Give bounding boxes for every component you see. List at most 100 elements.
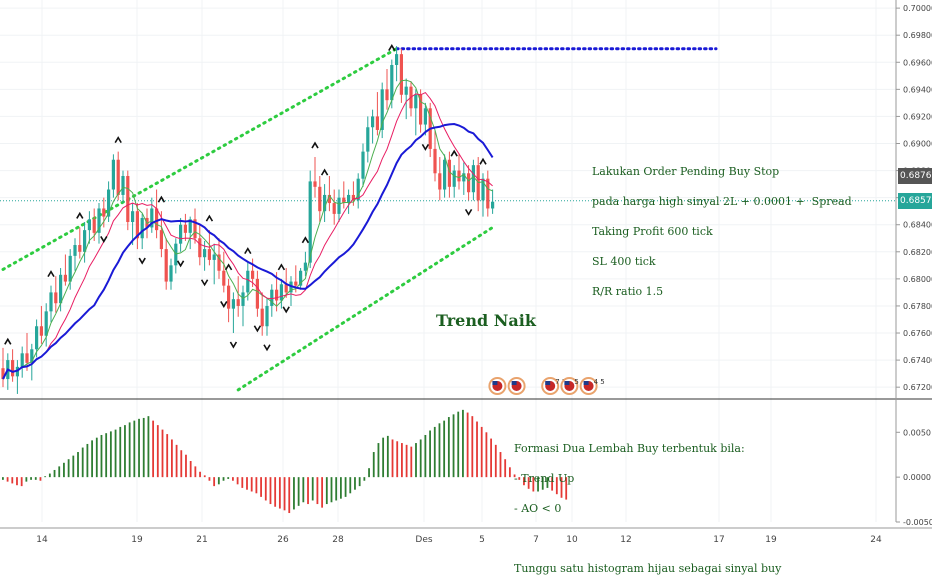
candle-body [87, 219, 91, 231]
economic-events[interactable]: 7 2 354 5 [488, 377, 605, 395]
signal-down-arrow [421, 143, 430, 151]
event-flag-icon[interactable]: 4 5 [579, 377, 605, 395]
candle-body [63, 274, 67, 282]
candle-body [433, 148, 437, 174]
candle [385, 69, 389, 110]
candle [323, 184, 327, 223]
ao-bar [405, 444, 408, 478]
candle [63, 254, 67, 286]
candle [399, 48, 403, 103]
candle [131, 203, 135, 246]
candle-body [313, 181, 317, 187]
ao-bar [316, 477, 319, 505]
ao-tick-label: 0.0000 [903, 473, 931, 482]
order-instructions: Lakukan Order Pending Buy Stop pada harg… [592, 147, 852, 307]
ao-bar [518, 477, 521, 480]
ao-bar [100, 434, 103, 478]
order-line-4: SL 400 tick [592, 255, 656, 268]
signal-down-arrow [138, 257, 146, 265]
ao-bar [232, 477, 234, 481]
ao-bar [255, 477, 258, 494]
time-tick-label: 19 [131, 535, 143, 545]
candle [308, 170, 312, 269]
candle [380, 82, 384, 139]
candle-body [486, 178, 490, 209]
candle [164, 238, 168, 290]
event-flag-icon[interactable] [488, 377, 507, 395]
ao-bar [410, 446, 413, 478]
candle [179, 217, 183, 252]
candle-body [308, 181, 312, 263]
candle-body [246, 270, 250, 293]
candle [476, 157, 480, 212]
signal-up-arrow [47, 270, 55, 278]
time-tick-label: 21 [196, 535, 207, 545]
candle-body [491, 201, 495, 209]
signal-down-arrow [253, 325, 262, 333]
ao-bar [91, 440, 93, 478]
signal-down-arrow [229, 341, 238, 349]
candle-body [236, 299, 240, 306]
ao-bar [72, 455, 75, 478]
event-flag-canton [583, 381, 589, 385]
ao-bar [133, 420, 136, 478]
candle-body [231, 299, 235, 309]
candle-body [318, 186, 322, 212]
ao-bar [260, 477, 262, 497]
candle-body [183, 224, 187, 233]
ao-bar [95, 437, 98, 478]
trading-chart[interactable]: 7 2 354 5 0.700000.698000.696000.694000.… [0, 0, 932, 550]
ao-bar [138, 418, 140, 478]
order-line-3: Taking Profit 600 tick [592, 225, 713, 238]
ao-bar [152, 420, 155, 478]
ao-bar [114, 429, 117, 478]
candle-body [275, 289, 279, 301]
candle-body [222, 270, 226, 286]
ao-bar [109, 431, 112, 478]
candle [231, 292, 235, 334]
ao-bar [537, 477, 539, 492]
candle-body [131, 211, 135, 223]
candle-body [68, 255, 72, 282]
ao-bar [297, 477, 300, 506]
candle [107, 181, 111, 223]
ao-bar [452, 414, 455, 478]
trend-channel-line [236, 225, 495, 392]
event-flag-icon[interactable] [507, 377, 526, 395]
signal-down-arrow [282, 306, 290, 314]
candle-body [164, 249, 168, 282]
candle-body [347, 194, 351, 204]
time-tick-label: 7 [533, 535, 539, 545]
signal-up-arrow [388, 44, 396, 51]
candle [150, 197, 154, 233]
candle [68, 249, 72, 290]
ao-bar [372, 452, 375, 478]
ao-bar [86, 443, 89, 478]
candle-body [395, 54, 399, 65]
ao-bar [354, 477, 356, 490]
candle [1, 347, 5, 388]
time-tick-label: 10 [566, 535, 578, 545]
ao-bar [368, 468, 370, 478]
moving-averages [2, 79, 494, 380]
ao-bar [462, 409, 464, 478]
trend-label: Trend Naik [436, 311, 536, 330]
event-flag-icon[interactable]: 5 [560, 377, 579, 395]
ao-bar [330, 477, 333, 503]
candle [183, 213, 187, 241]
event-flag-canton [492, 381, 498, 385]
candle-body [193, 219, 197, 239]
signal-up-arrow [301, 236, 310, 244]
ao-bar [53, 469, 56, 478]
candle [447, 151, 451, 198]
candle [54, 276, 58, 313]
candle-body [419, 94, 423, 125]
candle [212, 243, 216, 285]
ao-bar [128, 422, 131, 478]
ao-bar [457, 411, 460, 478]
